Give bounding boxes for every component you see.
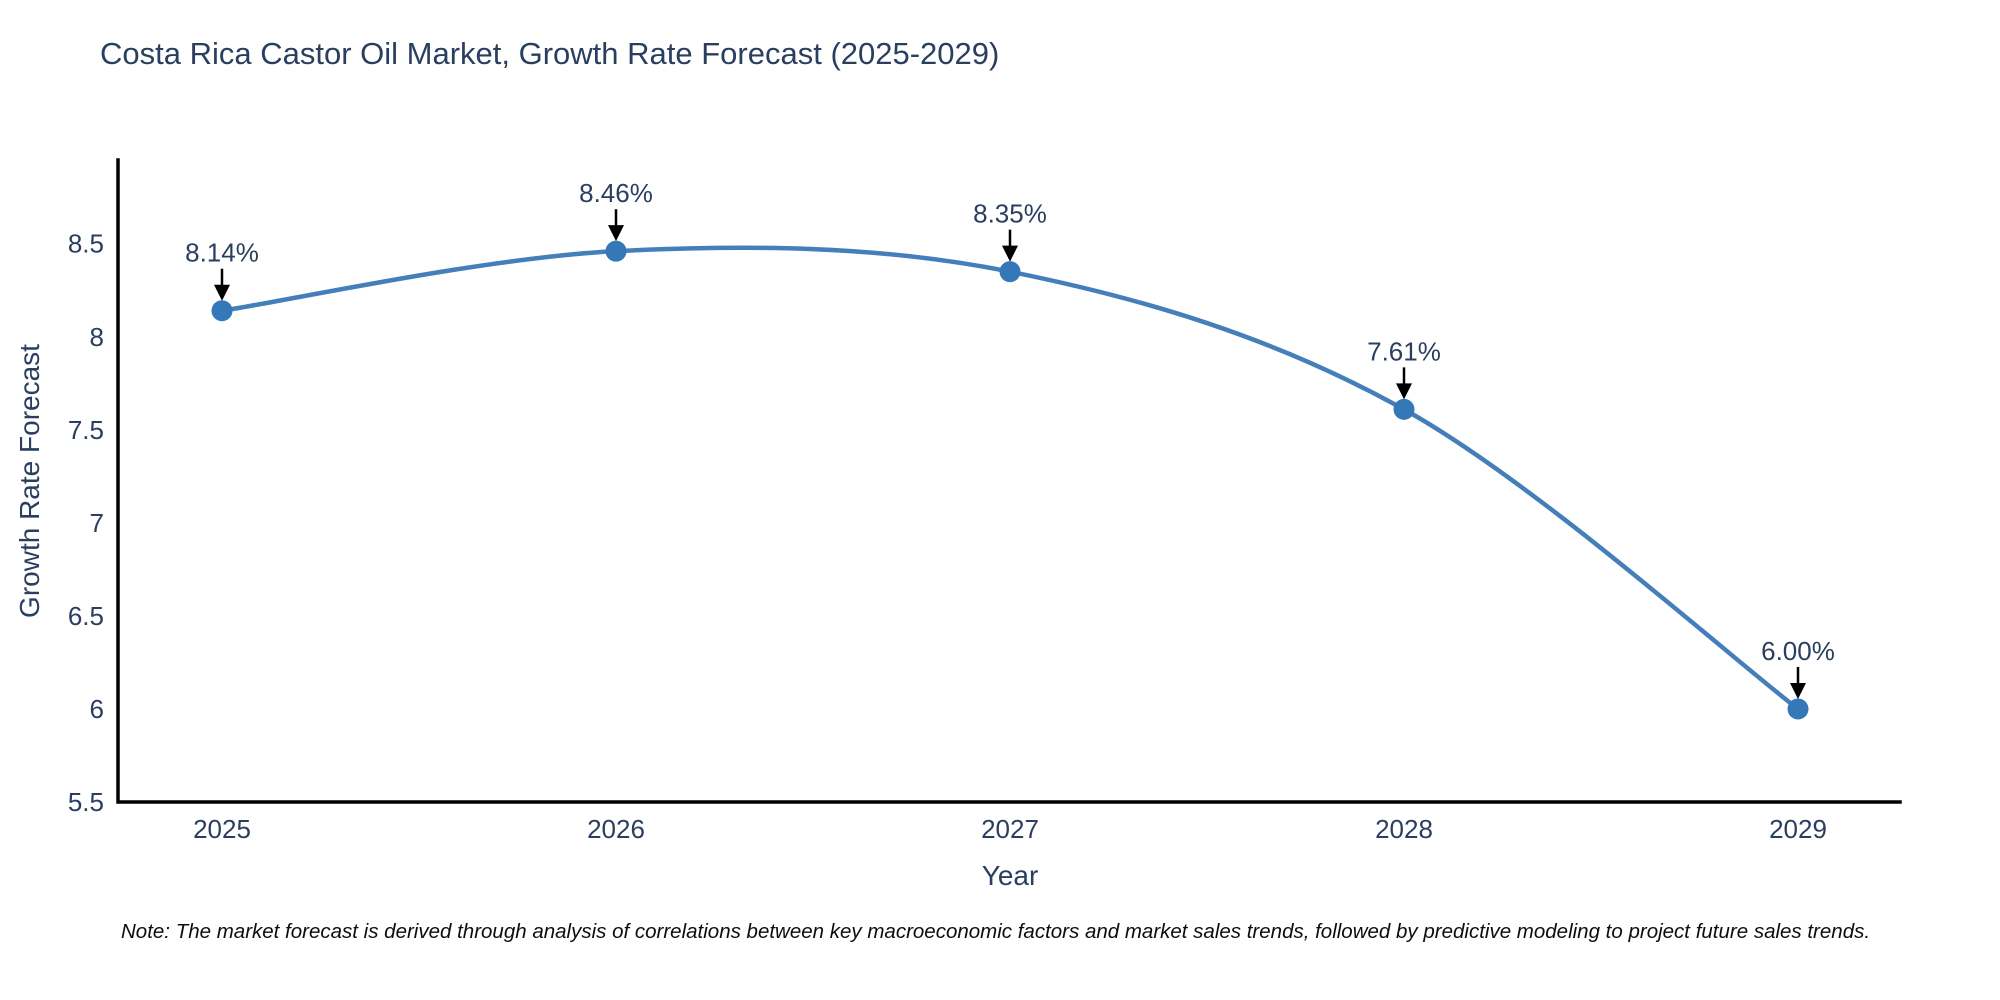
data-point-marker [605,240,627,262]
point-value-label: 6.00% [1761,636,1835,666]
point-value-label: 7.61% [1367,336,1441,366]
annotation-arrow-head [608,225,624,242]
y-tick-label: 8 [90,322,104,352]
annotation-arrow-head [214,284,230,301]
x-tick-label: 2029 [1769,814,1827,844]
data-point-marker [1393,398,1415,420]
annotation-arrow-head [1790,682,1806,699]
x-tick-label: 2026 [587,814,645,844]
chart-title: Costa Rica Castor Oil Market, Growth Rat… [100,36,1000,71]
point-value-label: 8.14% [185,238,259,268]
line-series [219,245,1801,712]
x-axis-title: Year [981,860,1039,891]
y-tick-label: 5.5 [68,787,104,817]
annotation-arrow-head [1396,383,1412,400]
data-point-marker [1787,698,1809,720]
point-value-label: 8.35% [973,199,1047,229]
footnote: Note: The market forecast is derived thr… [121,920,1871,943]
y-tick-label: 6.5 [68,601,104,631]
point-value-label: 8.46% [579,178,653,208]
y-tick-label: 7.5 [68,415,104,445]
y-tick-label: 6 [90,694,104,724]
axis-lines [116,158,1902,804]
data-point-marker [211,300,233,322]
annotation-arrow-head [1002,245,1018,262]
x-tick-label: 2027 [981,814,1039,844]
y-tick-label: 7 [90,508,104,538]
data-point-marker [999,261,1021,283]
x-tick-label: 2025 [193,814,251,844]
x-tick-label: 2028 [1375,814,1433,844]
y-tick-label: 8.5 [68,229,104,259]
